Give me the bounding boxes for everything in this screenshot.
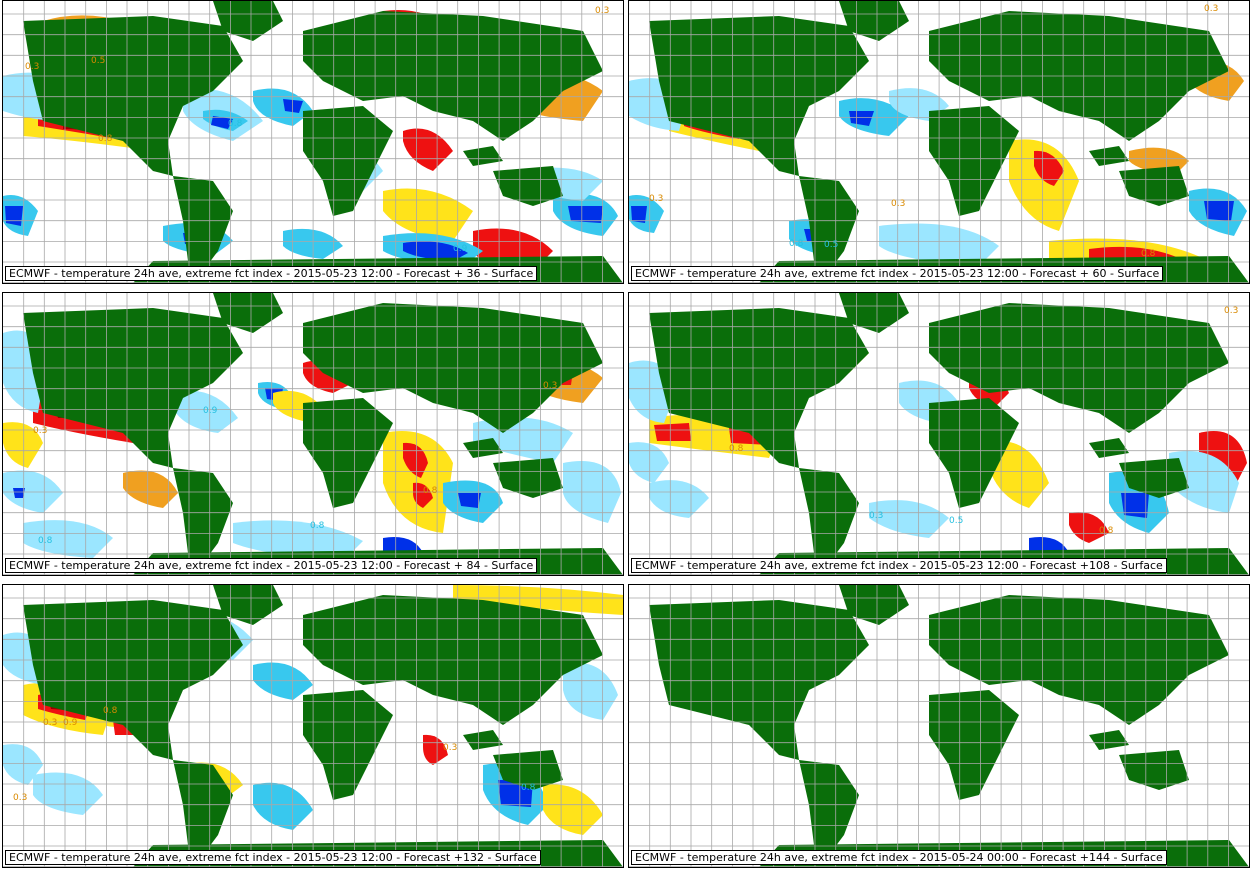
contour-label: 0.8 (789, 239, 804, 249)
contour-label: 0.3 (649, 194, 663, 204)
contour-label: 0.5 (949, 516, 963, 526)
contour-label: 0.9 (63, 718, 78, 728)
graticule (3, 1, 623, 283)
map-panel-forecast-108: 0.3 0.8 0.3 0.8 0.5 ECMWF - temperature … (628, 292, 1250, 576)
contour-label: 0.3 (25, 62, 39, 72)
contour-labels: 0.3 0.9 0.8 0.3 0.8 0.3 (13, 706, 536, 803)
map-canvas: 0.3 0.8 0.5 0.3 0.8 0.3 (629, 1, 1249, 283)
contour-labels: 0.3 0.8 0.5 0.8 0.9 0.3 (25, 6, 609, 254)
contour-label: 0.8 (1099, 526, 1114, 536)
contour-label: 0.8 (729, 444, 744, 454)
contour-labels: 0.3 0.8 0.5 0.3 0.8 0.3 (649, 4, 1218, 259)
contour-label: 0.8 (423, 486, 438, 496)
map-panel-forecast-144: ECMWF - temperature 24h ave, extreme fct… (628, 584, 1250, 868)
contour-label: 0.3 (43, 718, 57, 728)
contour-label: 0.5 (91, 56, 105, 66)
contour-label: 0.3 (543, 381, 557, 391)
panel-caption: ECMWF - temperature 24h ave, extreme fct… (631, 558, 1167, 573)
panel-caption: ECMWF - temperature 24h ave, extreme fct… (5, 558, 538, 573)
map-canvas (629, 585, 1249, 867)
contour-label: 0.5 (824, 240, 838, 250)
contour-label: 0.3 (33, 426, 47, 436)
graticule (3, 585, 623, 867)
contour-label: 0.8 (38, 536, 53, 546)
contour-label: 0.8 (98, 134, 113, 144)
contour-label: 0.8 (521, 783, 536, 793)
contour-label: 0.3 (13, 793, 27, 803)
map-panel-forecast-60: 0.3 0.8 0.5 0.3 0.8 0.3 ECMWF - temperat… (628, 0, 1250, 284)
map-canvas: 0.3 0.8 0.3 0.8 0.5 (629, 293, 1249, 575)
contour-label: 0.3 (1204, 4, 1218, 14)
panel-caption: ECMWF - temperature 24h ave, extreme fct… (5, 850, 541, 865)
contour-label: 0.9 (453, 244, 468, 254)
graticule (629, 585, 1249, 867)
panel-caption: ECMWF - temperature 24h ave, extreme fct… (631, 850, 1167, 865)
contour-label: 0.3 (595, 6, 609, 16)
graticule (629, 293, 1249, 575)
contour-labels: 0.3 0.8 0.8 0.9 0.8 0.3 (33, 381, 557, 546)
map-canvas: 0.3 0.8 0.5 0.8 0.9 0.3 (3, 1, 623, 283)
land-layer (649, 585, 1249, 867)
contour-labels: 0.3 0.8 0.3 0.8 0.5 (729, 306, 1238, 536)
panel-caption: ECMWF - temperature 24h ave, extreme fct… (631, 266, 1164, 281)
contour-label: 0.8 (103, 706, 118, 716)
map-panel-forecast-132: 0.3 0.9 0.8 0.3 0.8 0.3 ECMWF - temperat… (2, 584, 624, 868)
contour-label: 0.8 (310, 521, 325, 531)
contour-label: 0.3 (443, 743, 457, 753)
contour-label: 0.8 (1141, 249, 1156, 259)
map-panel-forecast-36: 0.3 0.8 0.5 0.8 0.9 0.3 ECMWF - temperat… (2, 0, 624, 284)
contour-label: 0.3 (1224, 306, 1238, 316)
panel-caption: ECMWF - temperature 24h ave, extreme fct… (5, 266, 538, 281)
contour-label: 0.3 (869, 511, 883, 521)
contour-label: 0.8 (228, 119, 243, 129)
map-panel-forecast-84: 0.3 0.8 0.8 0.9 0.8 0.3 ECMWF - temperat… (2, 292, 624, 576)
contour-label: 0.3 (891, 199, 905, 209)
contour-label: 0.9 (203, 406, 218, 416)
map-canvas: 0.3 0.8 0.8 0.9 0.8 0.3 (3, 293, 623, 575)
graticule (3, 293, 623, 575)
graticule (629, 1, 1249, 283)
map-canvas: 0.3 0.9 0.8 0.3 0.8 0.3 (3, 585, 623, 867)
